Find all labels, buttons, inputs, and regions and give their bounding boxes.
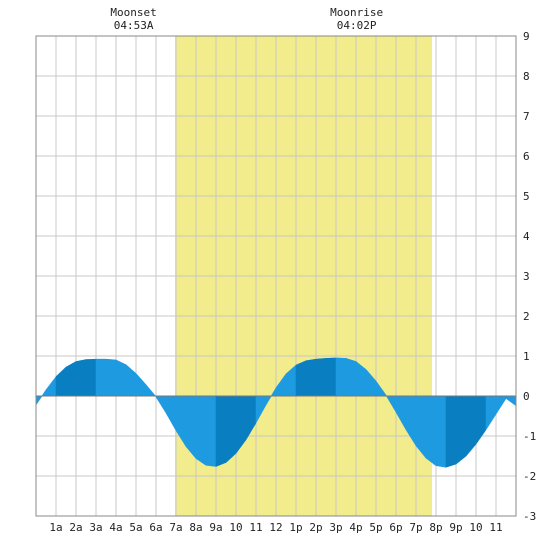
y-tick-label: -1 [523,430,536,443]
x-tick-label: 10 [469,521,482,534]
x-tick-label: 6p [389,521,402,534]
x-tick-label: 3a [89,521,102,534]
y-tick-label: 2 [523,310,530,323]
y-tick-label: 3 [523,270,530,283]
x-tick-label: 7a [169,521,182,534]
moon-event-time: 04:02P [337,19,377,32]
x-tick-label: 3p [329,521,342,534]
x-tick-label: 12 [269,521,282,534]
x-tick-label: 2a [69,521,82,534]
x-tick-label: 8a [189,521,202,534]
y-tick-label: 9 [523,30,530,43]
x-tick-label: 2p [309,521,322,534]
x-tick-label: 7p [409,521,422,534]
x-tick-label: 8p [429,521,442,534]
y-tick-label: 7 [523,110,530,123]
x-tick-label: 5a [129,521,142,534]
x-tick-label: 9a [209,521,222,534]
moon-event-time: 04:53A [114,19,154,32]
x-tick-label: 5p [369,521,382,534]
y-tick-label: 0 [523,390,530,403]
y-tick-label: 1 [523,350,530,363]
y-tick-label: 4 [523,230,530,243]
x-tick-label: 1p [289,521,302,534]
y-tick-label: 8 [523,70,530,83]
x-tick-label: 9p [449,521,462,534]
y-axis-ticks: -3 -2 -1 0 1 2 3 4 5 6 7 8 9 [523,30,536,523]
x-axis-ticks: 1a 2a 3a 4a 5a 6a 7a 8a 9a 10 11 12 1p 2p 3p 4p 5p 6p 7p 8p… [49,521,502,534]
x-tick-label: 1a [49,521,62,534]
plot-frame [35,35,517,517]
y-tick-label: -2 [523,470,536,483]
y-tick-label: -3 [523,510,536,523]
moon-event-name: Moonset [110,6,156,19]
moon-event-name: Moonrise [330,6,383,19]
y-tick-label: 6 [523,150,530,163]
x-tick-label: 10 [229,521,242,534]
y-tick-label: 5 [523,190,530,203]
x-tick-label: 4a [109,521,122,534]
x-tick-label: 4p [349,521,362,534]
x-tick-label: 11 [249,521,262,534]
x-tick-label: 6a [149,521,162,534]
x-tick-label: 11 [489,521,502,534]
